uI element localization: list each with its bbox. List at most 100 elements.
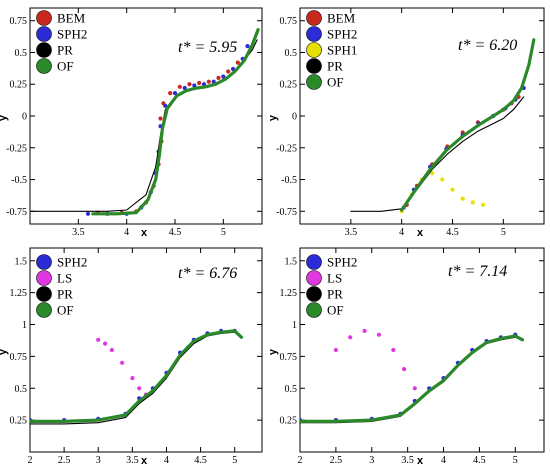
y-tick-label: 0.75 (280, 16, 298, 27)
data-point-sph2 (163, 103, 168, 108)
data-point-bem (226, 69, 231, 74)
data-point-ls (402, 367, 407, 372)
y-tick-label: -0.25 (6, 143, 27, 154)
x-axis-label: x (141, 455, 148, 467)
series-group (30, 328, 244, 425)
legend-marker-of (36, 58, 52, 74)
legend-marker-pr (36, 42, 52, 58)
plot-frame (29, 247, 263, 453)
time-annotation: t* = 7.14 (448, 263, 507, 280)
y-tick-label: -0.5 (11, 175, 27, 186)
x-tick-label: 4.5 (169, 227, 182, 238)
legend-label: PR (327, 287, 343, 302)
legend-marker-bem (36, 10, 52, 26)
y-axis-label: y (267, 114, 279, 121)
chart-panel-1: 3.5 4 4.5 5 -0.75 -0.5 -0.25 0 0.25 0.5 0.75 x y BEMS… (0, 7, 263, 239)
legend-label: SPH2 (327, 27, 357, 42)
legend-marker-sph2 (36, 26, 52, 42)
y-tick-label: 1 (22, 320, 27, 331)
y-tick-label: 0.5 (15, 384, 28, 395)
x-tick-label: 5 (513, 455, 518, 466)
data-point-sph2 (172, 91, 178, 96)
legend-marker-sph2 (36, 254, 52, 270)
series-line-of (91, 28, 260, 216)
x-axis-label: x (417, 455, 424, 467)
data-point-bem (187, 82, 192, 87)
series-line-of (400, 38, 536, 212)
legend-marker-sph1 (306, 42, 322, 58)
legend-marker-sph2 (306, 254, 322, 270)
legend-label: SPH2 (327, 255, 357, 270)
data-point-sph1 (450, 187, 455, 192)
legend-marker-pr (36, 286, 52, 302)
data-point-sph2 (192, 83, 197, 88)
y-tick-label: 0 (292, 112, 297, 123)
y-tick-label: 1.25 (280, 288, 298, 299)
y-tick-label: -0.75 (276, 207, 297, 218)
data-point-sph2 (245, 44, 250, 49)
legend-marker-bem (306, 10, 322, 26)
chart-panel-3: 2 2.5 3 3.5 4 4.5 5 0.25 0.5 0.75 1 1.25 1.5 x y SPH2LS… (0, 247, 263, 467)
data-point-sph2 (182, 85, 187, 91)
plot-frame (299, 7, 545, 225)
time-annotation: t* = 6.76 (178, 265, 237, 282)
y-tick-label: 0.5 (285, 48, 298, 59)
y-tick-label: -0.25 (276, 143, 297, 154)
data-point-ls (96, 337, 101, 342)
y-axis-label: y (0, 348, 9, 355)
data-point-bem (197, 80, 202, 86)
data-point-sph2 (85, 211, 91, 216)
x-tick-label: 2 (28, 455, 33, 466)
x-tick-label: 3.5 (401, 455, 414, 466)
y-tick-label: 1.5 (15, 256, 28, 267)
data-point-bem (158, 116, 163, 121)
y-tick-label: 1.5 (285, 256, 298, 267)
legend-label: OF (327, 75, 344, 90)
y-tick-label: 0.25 (10, 416, 28, 427)
x-tick-label: 4 (399, 227, 404, 238)
y-tick-label: -0.5 (281, 175, 297, 186)
data-point-ls (109, 347, 114, 353)
legend-label: OF (327, 303, 344, 318)
x-axis-label: x (141, 227, 148, 239)
y-axis-label: y (267, 348, 279, 355)
x-tick-label: 4.5 (473, 455, 486, 466)
y-tick-label: 0.25 (280, 416, 298, 427)
y-tick-label: 0.75 (280, 352, 298, 363)
y-tick-label: 0.75 (10, 16, 28, 27)
series-line-of (30, 329, 244, 423)
y-tick-label: 0 (22, 112, 27, 123)
series-group (300, 328, 525, 424)
legend-marker-of (306, 302, 322, 318)
legend-label: SPH2 (57, 27, 87, 42)
data-point-bem (216, 75, 221, 80)
legend-marker-pr (306, 58, 322, 74)
legend-marker-pr (306, 286, 322, 302)
data-point-ls (348, 335, 353, 340)
data-point-ls (391, 347, 396, 353)
data-point-bem (177, 84, 182, 89)
x-axis-label: x (417, 227, 424, 239)
x-tick-label: 3.5 (126, 455, 139, 466)
legend-label: PR (57, 43, 73, 58)
series-line-pr (350, 96, 525, 212)
time-annotation: t* = 6.20 (458, 37, 517, 54)
x-tick-label: 3 (369, 455, 374, 466)
data-point-sph1 (440, 177, 445, 182)
data-point-ls (333, 347, 338, 353)
data-point-ls (103, 341, 108, 346)
x-tick-label: 4 (124, 227, 129, 238)
y-tick-label: 0.5 (15, 48, 28, 59)
data-point-sph1 (470, 200, 475, 205)
data-point-sph2 (221, 74, 226, 79)
x-tick-label: 3.5 (345, 227, 358, 238)
y-tick-label: 0.5 (285, 384, 298, 395)
legend-marker-ls (36, 270, 52, 286)
legend-label: LS (57, 271, 72, 286)
legend-label: BEM (57, 11, 86, 26)
x-tick-label: 2.5 (58, 455, 71, 466)
legend-marker-ls (306, 270, 322, 286)
y-tick-label: -0.75 (6, 207, 27, 218)
